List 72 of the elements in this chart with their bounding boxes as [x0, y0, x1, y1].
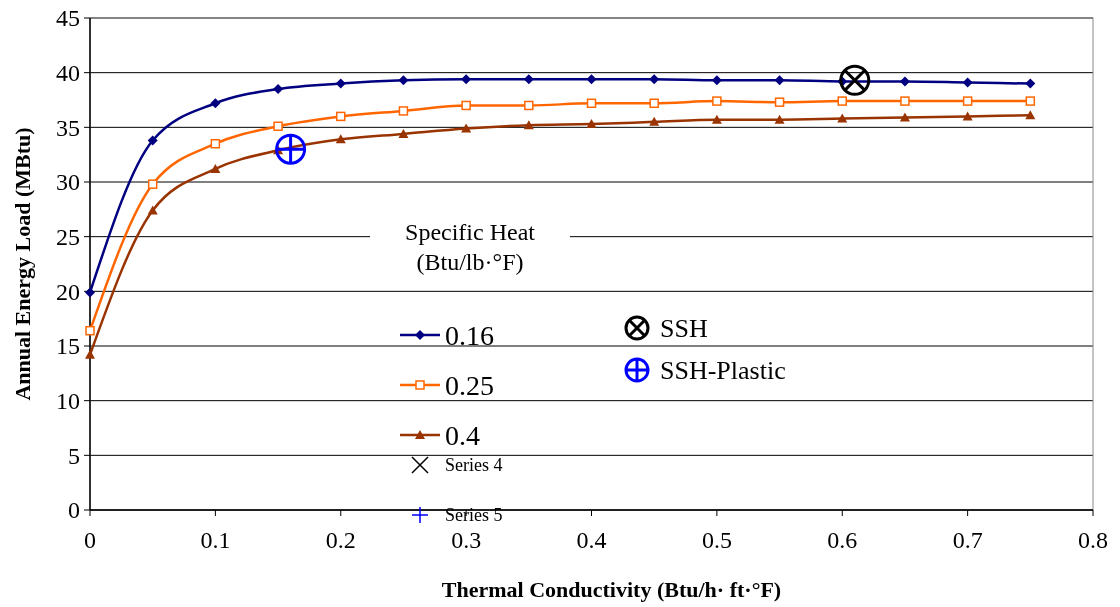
point [899, 76, 910, 87]
point [398, 128, 409, 138]
point [837, 96, 847, 106]
y-tick-label: 20 [56, 278, 80, 305]
point [774, 97, 785, 107]
point [398, 106, 409, 116]
point [1025, 78, 1036, 89]
x-tick-label: 0.8 [1078, 527, 1108, 553]
point [461, 74, 472, 85]
x-tick-label: 0.7 [952, 527, 983, 553]
y-tick-label: 15 [56, 333, 80, 360]
y-tick-label: 45 [56, 5, 80, 32]
y-tick-label: 25 [56, 224, 80, 251]
legend-label: 0.25 [445, 369, 494, 401]
point [85, 349, 95, 359]
point [712, 96, 722, 106]
point [335, 134, 346, 144]
point [586, 74, 597, 85]
x-tick-label: 0.5 [701, 527, 732, 553]
point [962, 96, 973, 106]
legend-label: 0.16 [445, 319, 494, 351]
y-axis-title: Annual Energy Load (MBtu) [10, 127, 35, 401]
x-tick-label: 0.4 [576, 527, 607, 553]
point [210, 163, 221, 173]
point [1025, 96, 1036, 106]
x-tick-label: 0.2 [325, 527, 356, 553]
point [711, 75, 722, 86]
x-tick-label: 0.3 [451, 527, 482, 553]
x-axis-title: Thermal Conductivity (Btu/h· ft·°F) [441, 577, 782, 602]
point [147, 135, 158, 146]
y-tick-label: 30 [56, 169, 80, 196]
point [649, 116, 660, 126]
point [649, 74, 660, 85]
point [523, 74, 534, 85]
point [461, 100, 471, 111]
x-tick-label: 0 [84, 527, 96, 553]
point [586, 98, 597, 109]
point [962, 77, 973, 88]
point [85, 325, 95, 336]
point [523, 120, 534, 130]
point [147, 179, 158, 189]
point [586, 119, 597, 129]
point [774, 75, 785, 86]
legend-label: 0.4 [445, 419, 480, 451]
legend-label: Series 5 [445, 505, 503, 526]
y-tick-label: 40 [56, 60, 80, 87]
point [336, 111, 346, 122]
legend-label: SSH-Plastic [660, 356, 786, 386]
point [839, 64, 871, 96]
y-tick-label: 5 [68, 442, 80, 469]
point [711, 114, 722, 124]
point [273, 84, 284, 95]
point [837, 113, 848, 123]
point [1025, 110, 1036, 120]
point [210, 138, 221, 149]
point [273, 121, 283, 131]
legend-label: Series 4 [445, 455, 503, 476]
point [900, 96, 910, 106]
x-tick-label: 0.6 [827, 527, 858, 553]
point [649, 98, 659, 109]
point [524, 100, 534, 111]
y-tick-label: 10 [56, 388, 80, 415]
point [335, 78, 346, 89]
point [398, 75, 409, 86]
point [774, 114, 785, 124]
y-tick-label: 35 [56, 114, 80, 141]
y-tick-label: 0 [68, 497, 80, 524]
x-tick-label: 0.1 [200, 527, 231, 553]
legend-label: SSH [660, 314, 708, 344]
point [962, 111, 973, 121]
point [210, 98, 221, 109]
legend-title: Specific Heat (Btu/lb·°F) [405, 219, 536, 275]
